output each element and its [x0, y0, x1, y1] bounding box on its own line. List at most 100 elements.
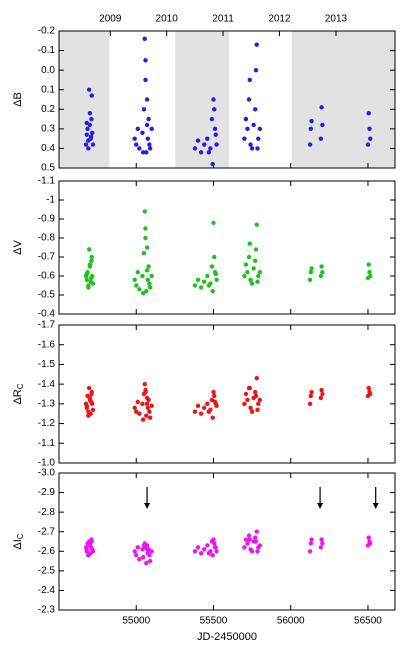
top-tick-label: 2012: [268, 14, 291, 25]
data-point: [140, 554, 146, 560]
y-tick-label: -0.4: [38, 309, 56, 320]
data-point: [252, 258, 258, 263]
data-point: [366, 385, 371, 391]
data-point: [214, 549, 219, 554]
data-point: [309, 537, 314, 542]
data-point: [135, 270, 140, 275]
data-point: [206, 551, 212, 556]
data-point: [307, 142, 313, 147]
data-point: [320, 122, 325, 128]
data-point: [255, 407, 260, 412]
data-point: [144, 560, 149, 566]
data-point: [212, 107, 217, 112]
y-tick-label: -2.3: [38, 605, 56, 616]
data-point: [318, 545, 324, 550]
data-point: [142, 381, 147, 387]
y-tick-label: 0.0: [41, 65, 55, 76]
data-point: [249, 146, 255, 151]
data-point: [147, 142, 152, 147]
data-point: [198, 551, 204, 556]
y-tick-label: -2.7: [38, 526, 56, 537]
data-point: [308, 393, 314, 399]
y-tick-label: -1.7: [38, 320, 56, 331]
y-tick-label: -1.0: [38, 458, 56, 469]
data-point: [205, 136, 210, 141]
data-point: [84, 271, 90, 277]
data-point: [147, 553, 152, 558]
data-point: [368, 136, 373, 141]
data-point: [210, 161, 215, 167]
y-tick-label: -0.5: [38, 290, 56, 301]
data-point: [143, 543, 148, 548]
data-point: [367, 270, 372, 275]
data-point: [368, 391, 373, 397]
data-point: [144, 122, 150, 128]
data-point: [307, 401, 313, 407]
shaded-band: [59, 31, 110, 168]
data-point: [86, 146, 91, 151]
data-point: [320, 541, 325, 546]
data-point: [84, 547, 90, 552]
data-point: [212, 254, 217, 260]
data-point: [319, 105, 324, 110]
top-tick-label: 2011: [212, 14, 234, 25]
data-point: [248, 142, 253, 147]
data-point: [246, 97, 252, 102]
data-point: [192, 409, 198, 414]
y-tick-label: -1.4: [38, 379, 56, 390]
data-point: [205, 543, 210, 548]
data-point: [85, 126, 90, 132]
data-point: [209, 116, 215, 122]
data-point: [202, 279, 207, 284]
data-point: [88, 399, 94, 405]
data-point: [195, 138, 201, 143]
data-point: [252, 389, 258, 395]
data-point: [84, 120, 90, 126]
data-point: [242, 136, 247, 141]
data-point: [243, 262, 249, 267]
data-point: [144, 245, 150, 250]
data-point: [365, 142, 371, 147]
data-point: [211, 537, 216, 542]
y-tick-label: -3.0: [38, 468, 56, 479]
data-point: [140, 417, 146, 422]
data-point: [149, 126, 154, 132]
data-point: [198, 285, 204, 290]
data-point: [253, 247, 259, 252]
data-point: [147, 285, 153, 290]
data-point: [146, 264, 151, 269]
data-point: [319, 537, 324, 542]
data-point: [213, 271, 218, 277]
x-axis-label: JD-2450000: [197, 631, 257, 643]
data-point: [245, 541, 250, 546]
data-point: [141, 251, 147, 256]
data-point: [251, 122, 256, 128]
data-point: [192, 146, 198, 151]
data-point: [242, 273, 247, 279]
plot-frame: [58, 30, 396, 169]
data-point: [147, 146, 153, 151]
data-point: [214, 142, 219, 147]
data-point: [88, 134, 94, 139]
data-point: [247, 77, 252, 83]
data-point: [206, 150, 212, 155]
data-point: [307, 549, 313, 554]
data-point: [208, 146, 213, 151]
plot-frame: [58, 180, 396, 315]
data-point: [144, 547, 150, 552]
data-point: [243, 537, 249, 542]
data-point: [256, 136, 261, 141]
data-point: [213, 132, 218, 137]
y-tick-label: -0.6: [38, 271, 56, 282]
data-point: [88, 545, 94, 550]
y-tick-label: -2.5: [38, 565, 56, 576]
data-point: [86, 285, 91, 290]
data-point: [89, 389, 94, 395]
data-point: [198, 411, 204, 416]
data-point: [198, 150, 204, 155]
data-point: [134, 142, 139, 147]
arrow: [317, 487, 324, 509]
data-point: [143, 58, 148, 63]
data-point: [144, 150, 149, 155]
